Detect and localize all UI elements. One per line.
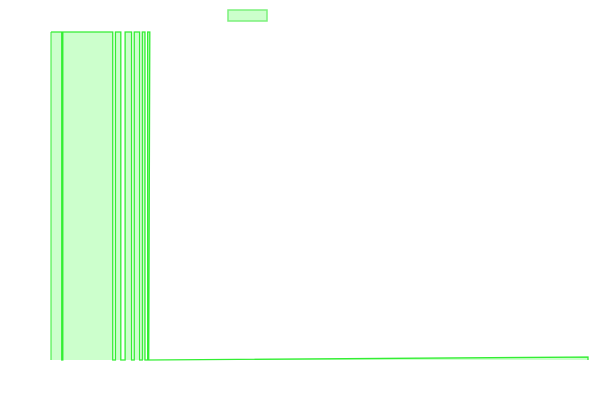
series-area-fill — [51, 32, 588, 360]
legend-swatch — [227, 9, 268, 22]
legend — [227, 9, 268, 22]
series-line — [51, 31, 589, 361]
plot-area — [50, 31, 589, 361]
